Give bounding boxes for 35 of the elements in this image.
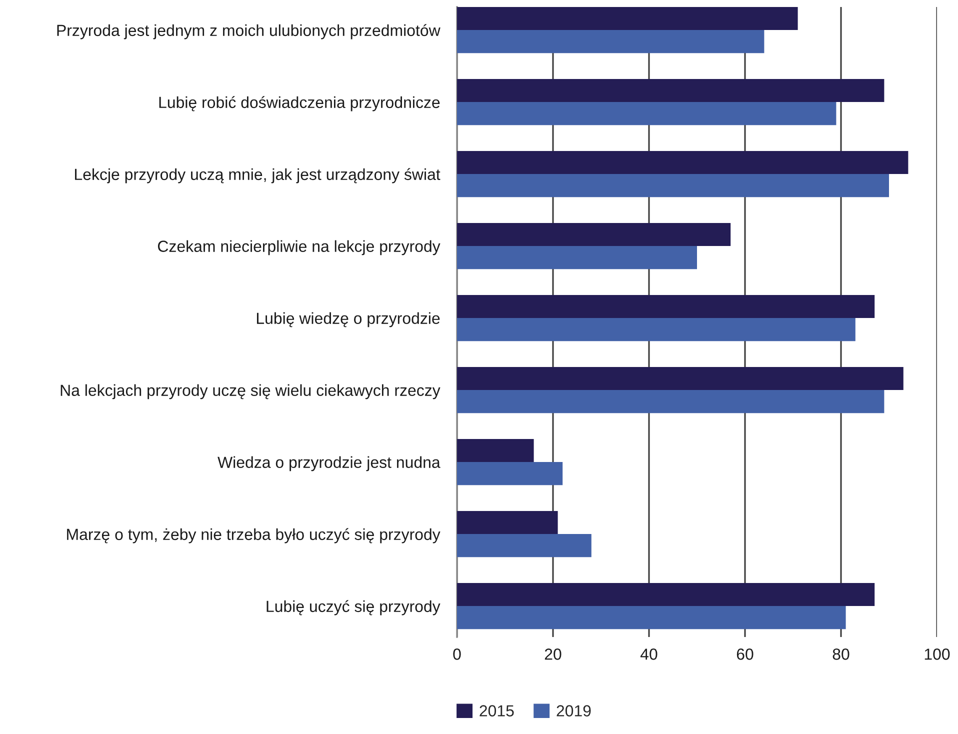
x-tick-label: 40 (640, 648, 658, 660)
bar (457, 462, 563, 486)
bar (457, 151, 908, 174)
legend-label: 2019 (556, 705, 591, 716)
x-tick-label: 80 (832, 648, 850, 660)
bar (457, 534, 592, 558)
y-tick-label: Przyroda jest jednym z moich ulubionych przedmiotów (57, 24, 440, 40)
bar (457, 295, 875, 318)
x-tick-label: 100 (924, 648, 950, 660)
bar (457, 246, 697, 270)
bar (457, 606, 846, 630)
x-tick-label: 20 (544, 648, 562, 660)
y-tick-label: Marzę o tym, żeby nie trzeba było uczyć się przyrody (67, 528, 440, 544)
bar (457, 583, 875, 606)
bar (457, 390, 884, 414)
bar (457, 439, 534, 462)
y-tick-label: Na lekcjach przyrody uczę się wielu ciekawych rzeczy (60, 384, 440, 400)
y-tick-label: Wiedza o przyrodzie jest nudna (218, 456, 440, 472)
x-tick-label: 60 (736, 648, 754, 660)
bar (457, 318, 856, 342)
bar (457, 79, 884, 102)
bar (457, 174, 889, 198)
bar (457, 7, 798, 30)
y-tick-label: Lubię robić doświadczenia przyrodnicze (159, 96, 440, 112)
y-tick-label: Lubię wiedzę o przyrodzie (256, 312, 440, 328)
y-tick-label: Czekam niecierpliwie na lekcje przyrody (158, 240, 440, 256)
y-tick-label: Lubię uczyć się przyrody (266, 600, 440, 616)
y-tick-label: Lekcje przyrody uczą mnie, jak jest urządzony świat (75, 168, 440, 184)
bar (457, 223, 731, 246)
legend-label: 2015 (480, 705, 514, 716)
bar (457, 30, 764, 54)
bar (457, 102, 836, 126)
bar (457, 511, 558, 534)
x-tick-label: 0 (453, 648, 461, 660)
bar (457, 367, 904, 390)
